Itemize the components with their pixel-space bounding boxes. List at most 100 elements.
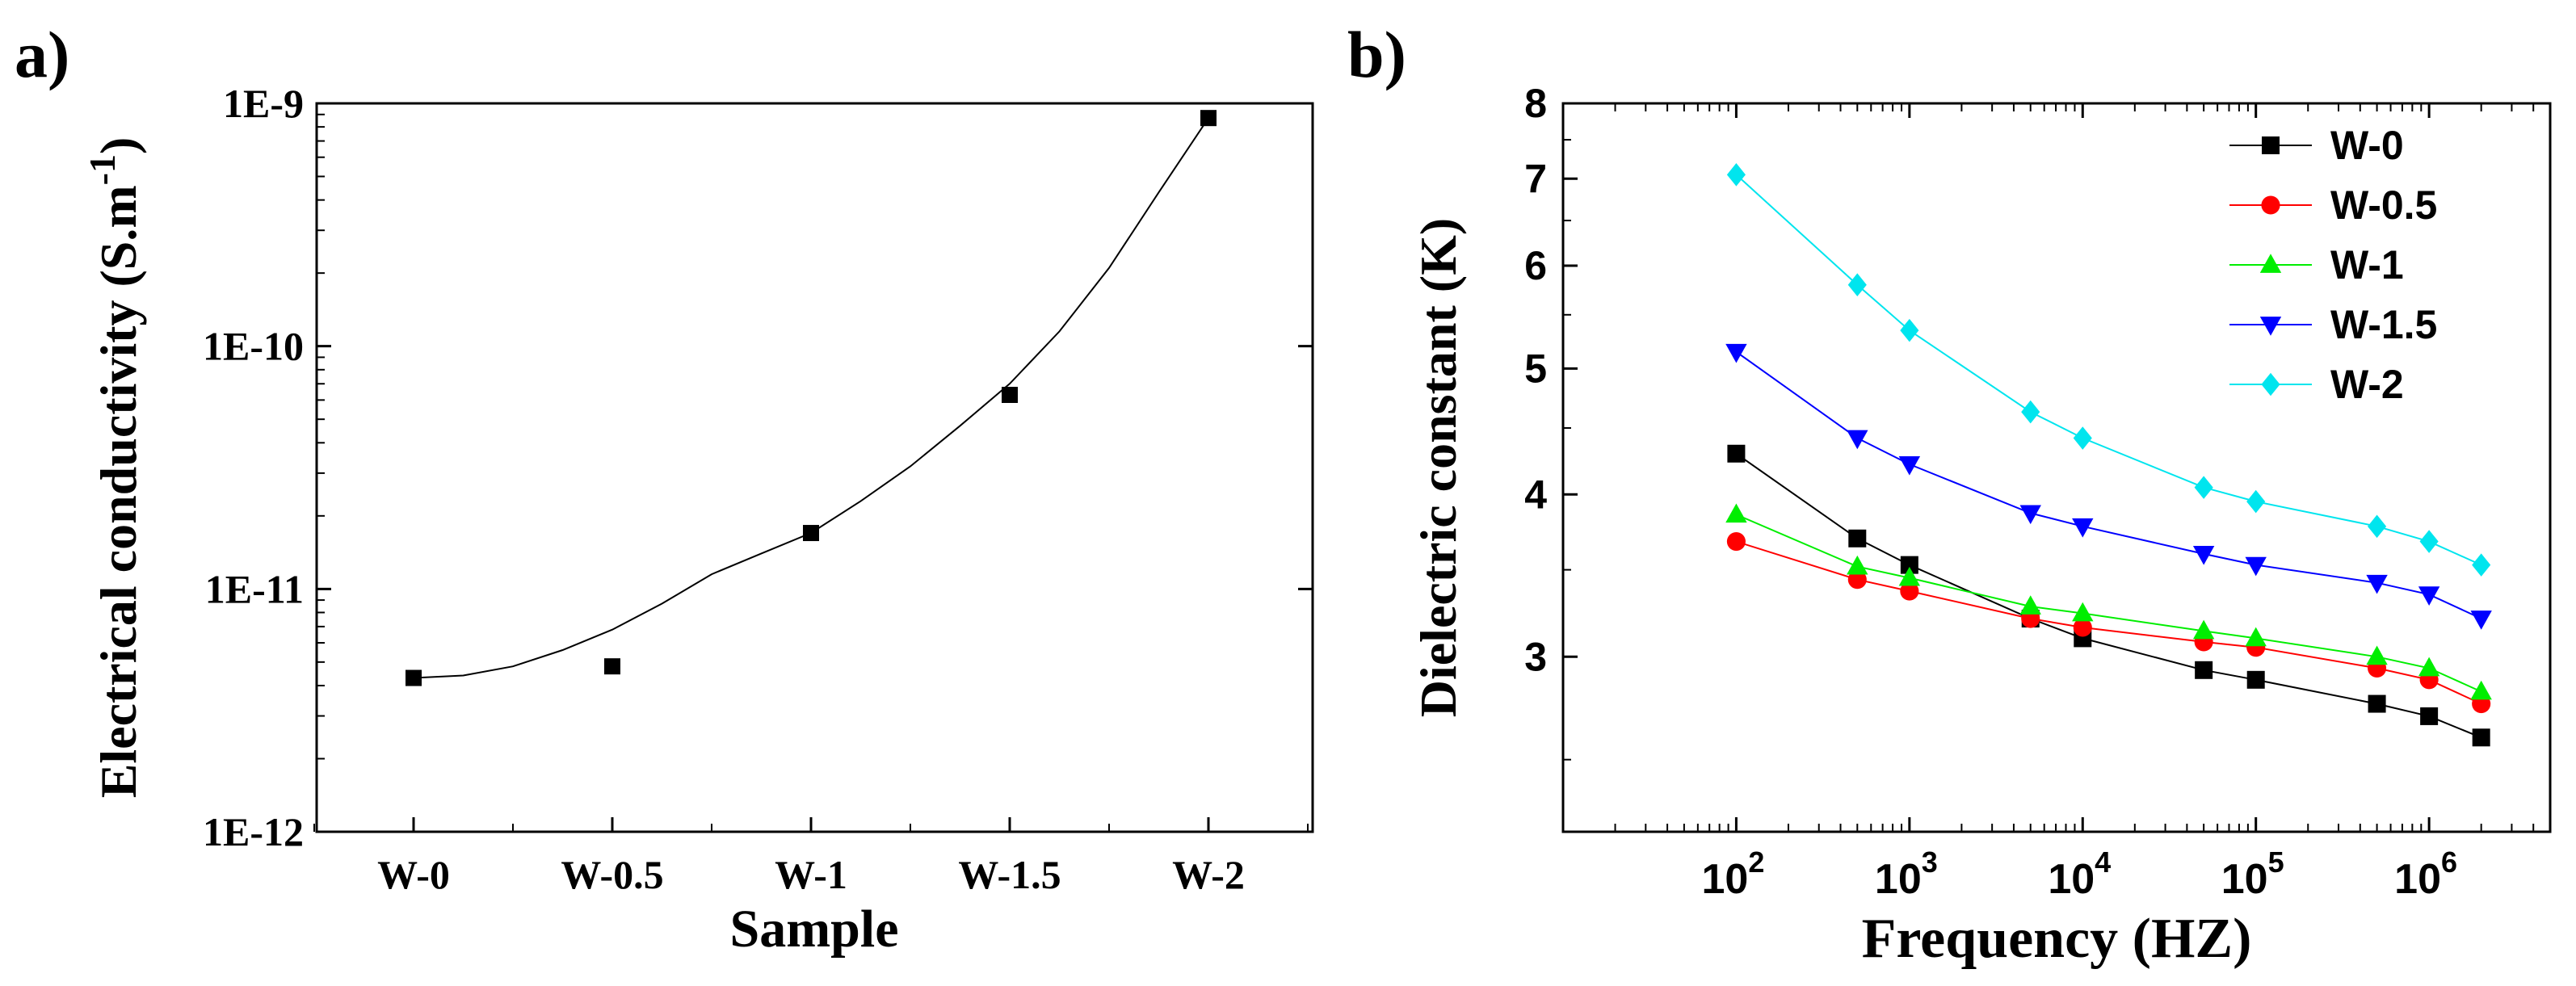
panel-b-legend-marker — [2262, 136, 2280, 154]
panel-b-series-W-2 — [1726, 163, 2491, 577]
panel-b-x-tick-label: 105 — [2221, 845, 2284, 903]
panel-b-y-tick-label: 7 — [1524, 156, 1547, 201]
panel-b-point-W-1.5 — [2418, 586, 2440, 606]
panel-b-x-tick-base: 10 — [1701, 856, 1748, 903]
panel-a-y-tick-label: 1E-10 — [203, 324, 304, 369]
panel-b-x-tick-base: 10 — [1875, 856, 1922, 903]
panel-b-legend-item-W-1: W-1 — [2229, 242, 2404, 287]
panel-b-y-tick-label: 6 — [1524, 243, 1547, 288]
panel-b-x-tick-exponent: 5 — [2268, 845, 2284, 879]
panel-b-point-W-0 — [2195, 661, 2213, 679]
panel-b-line-W-0 — [1735, 452, 2482, 739]
panel-b-series — [1725, 163, 2492, 747]
panel-a-x-tick-label: W-1.5 — [958, 852, 1061, 897]
panel-b-point-W-1.5 — [2072, 518, 2094, 538]
panel-b-y-tick-label: 3 — [1524, 634, 1547, 679]
panel-b-point-W-1 — [2470, 680, 2492, 700]
panel-a-y-axis-label-main: Electrical conductivity (S.m — [90, 185, 147, 798]
panel-b-y-ticks: 3 4 5 6 7 8 — [1524, 81, 1578, 761]
panel-b-line-W-0.5 — [1736, 540, 2482, 705]
panel-b-x-ticks: 102 103 104 105 106 — [1561, 103, 2551, 903]
panel-a-x-tick-label: W-0.5 — [561, 852, 663, 897]
panel-a-fit-curve — [413, 117, 1209, 679]
panel-b-x-tick-label: 104 — [2048, 845, 2111, 903]
panel-b-legend-label: W-0 — [2330, 123, 2404, 168]
panel-a-point-W-1 — [803, 525, 819, 542]
panel-a-plot-frame — [315, 102, 1314, 833]
panel-a-x-tick-label: W-0 — [377, 852, 450, 897]
panel-b-point-W-0 — [2246, 670, 2265, 689]
panel-b-series-W-0 — [1727, 444, 2490, 747]
panel-b-point-W-2 — [2472, 553, 2491, 577]
panel-b-point-W-0 — [1900, 556, 1918, 574]
panel-b-point-W-1.5 — [2192, 546, 2215, 565]
panel-b-point-W-1.5 — [2245, 556, 2267, 577]
panel-b-x-tick-exponent: 6 — [2441, 845, 2457, 879]
panel-b-x-tick-exponent: 2 — [1748, 845, 1764, 879]
panel-b-y-tick-label: 5 — [1524, 346, 1547, 391]
panel-b-point-W-1 — [1725, 503, 1747, 523]
panel-b-legend-item-W-0: W-0 — [2229, 123, 2404, 168]
panel-b-series-W-1.5 — [1725, 343, 2492, 630]
panel-b-point-W-0 — [1727, 444, 1746, 463]
panel-a-point-W-0.5 — [604, 658, 620, 675]
panel-b-point-W-0 — [2368, 694, 2386, 713]
panel-b-line-W-2 — [1735, 174, 2482, 566]
panel-b-x-tick-label: 103 — [1875, 845, 1938, 903]
panel-b-point-W-2 — [1726, 163, 1746, 187]
panel-b-x-tick-exponent: 4 — [2095, 845, 2111, 879]
panel-b-point-W-0.5 — [2073, 618, 2092, 637]
panel-b-legend-label: W-1.5 — [2330, 302, 2437, 347]
panel-b-point-W-1 — [1898, 566, 1921, 586]
panel-a-y-axis-label: Electrical conductivity (S.m-1) — [82, 137, 147, 799]
panel-b-point-W-0.5 — [1847, 570, 1867, 590]
panel-b-point-W-2 — [2419, 530, 2439, 553]
panel-b-legend: W-0 W-0.5 W-1 W-1.5 W-2 — [2229, 123, 2437, 407]
panel-a-y-axis-label-superscript: -1 — [82, 154, 123, 185]
panel-b-point-W-1 — [1847, 555, 1868, 575]
panel-b-point-W-2 — [2246, 489, 2266, 514]
panel-b-y-tick-label: 4 — [1524, 472, 1547, 517]
panel-a-y-tick-label: 1E-12 — [203, 809, 304, 854]
panel-a-y-tick-label: 1E-9 — [223, 81, 304, 126]
panel-b-legend-marker — [2261, 372, 2280, 396]
panel-b-legend-label: W-2 — [2330, 362, 2404, 407]
panel-b-point-W-1 — [2245, 627, 2267, 647]
panel-a-point-W-2 — [1200, 110, 1217, 127]
panel-b-legend-item-W-2: W-2 — [2229, 362, 2404, 407]
panel-a-label: a) — [15, 18, 69, 91]
panel-b-line-W-1 — [1736, 514, 2482, 693]
panel-b-point-W-0.5 — [1726, 532, 1746, 552]
panel-b-point-W-0.5 — [1900, 581, 1919, 601]
panel-b-point-W-1.5 — [1898, 455, 1921, 476]
panel-b-legend-label: W-0.5 — [2330, 183, 2437, 228]
panel-b-point-W-0 — [1848, 529, 1867, 548]
panel-b-point-W-2 — [1900, 318, 1919, 342]
panel-b-point-W-0 — [2472, 728, 2490, 747]
panel-b-x-tick-label: 102 — [1701, 845, 1764, 903]
panel-b-point-W-1.5 — [2470, 610, 2492, 630]
panel-b-legend-item-W-0.5: W-0.5 — [2229, 183, 2437, 228]
panel-b-point-W-2 — [1847, 273, 1867, 296]
panel-b-x-tick-base: 10 — [2394, 856, 2441, 903]
panel-b-point-W-2 — [2073, 426, 2092, 450]
panel-a-x-axis-label: Sample — [729, 900, 898, 959]
panel-a-x-tick-label: W-2 — [1172, 852, 1245, 897]
panel-b-point-W-1.5 — [1725, 343, 1747, 363]
panel-a-point-W-1.5 — [1002, 386, 1018, 403]
panel-b-point-W-1 — [2418, 657, 2440, 677]
panel-b-x-tick-base: 10 — [2048, 856, 2095, 903]
panel-b-y-axis-label: Dielectric constant (K) — [1410, 218, 1467, 717]
panel-b-series-W-0.5 — [1726, 532, 2491, 714]
panel-b-legend-marker — [2261, 195, 2280, 215]
panel-b-x-tick-exponent: 3 — [1922, 845, 1938, 879]
panel-b-line-W-1.5 — [1735, 350, 2482, 619]
panel-b-point-W-1 — [2192, 619, 2215, 640]
panel-b-x-tick-base: 10 — [2221, 856, 2268, 903]
panel-b-legend-label: W-1 — [2330, 242, 2404, 287]
panel-a-x-ticks: W-0 W-0.5 W-1 W-1.5 W-2 — [313, 817, 1309, 897]
panel-b-point-W-1.5 — [2366, 574, 2388, 594]
